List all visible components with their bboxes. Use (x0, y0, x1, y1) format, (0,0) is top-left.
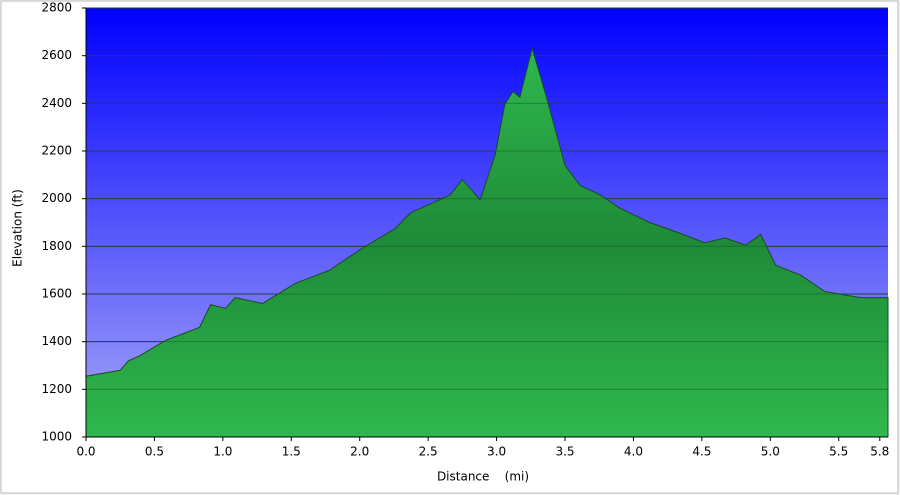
x-tick-label: 1.0 (213, 445, 232, 459)
x-tick-label: 5.0 (761, 445, 780, 459)
y-axis-label: Elevation (ft) (11, 189, 25, 267)
x-axis-label: Distance (mi) (437, 470, 529, 484)
x-tick-label: 4.0 (624, 445, 643, 459)
y-tick-label: 2600 (41, 48, 72, 62)
x-tick-label: 3.0 (487, 445, 506, 459)
x-tick-label: 3.5 (555, 445, 574, 459)
x-tick-label: 5.5 (829, 445, 848, 459)
y-tick-label: 2200 (41, 144, 72, 158)
y-tick-label: 2000 (41, 191, 72, 205)
y-tick-label: 2400 (41, 96, 72, 110)
elevation-area (85, 46, 889, 438)
x-tick-label: 1.5 (282, 445, 301, 459)
y-tick-label: 1000 (41, 430, 72, 444)
x-tick-label: 0.5 (145, 445, 164, 459)
y-tick-label: 2800 (41, 1, 72, 15)
y-tick-label: 1200 (41, 382, 72, 396)
x-tick-label: 4.5 (692, 445, 711, 459)
x-tick-label: 0.0 (76, 445, 95, 459)
x-tick-label: 2.5 (419, 445, 438, 459)
y-tick-label: 1800 (41, 239, 72, 253)
x-tick-label: 5.8 (870, 445, 889, 459)
y-tick-label: 1400 (41, 334, 72, 348)
y-tick-label: 1600 (41, 287, 72, 301)
x-tick-label: 2.0 (350, 445, 369, 459)
